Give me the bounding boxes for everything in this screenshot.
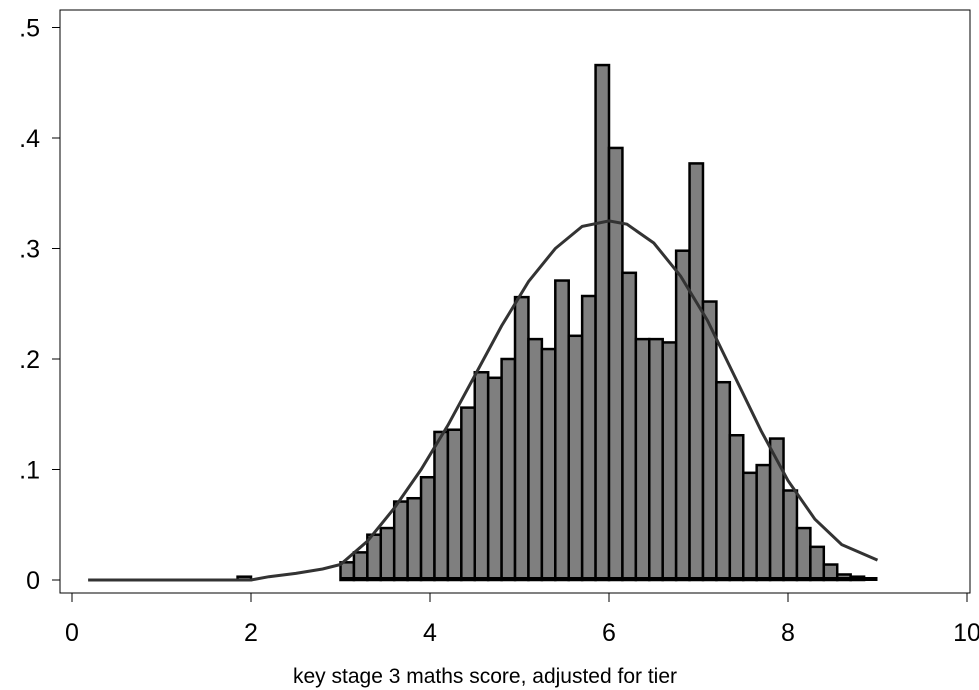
histogram-bar-18 [567,334,584,582]
histogram-bar-16 [540,347,557,582]
x-tick-label-2: 4 [423,619,437,647]
y-tick-label-2: .2 [19,346,40,374]
histogram-bar-9 [446,428,463,582]
histogram-bar-5 [392,500,409,582]
histogram-bar-23 [634,337,651,582]
histogram-bar-32 [755,463,772,582]
x-tick-label-4: 8 [781,619,795,647]
histogram-bars [236,63,866,582]
y-axis: 0 .1 .2 .3 .4 .5 [19,15,60,595]
histogram-bar-24 [648,337,664,582]
histogram-bar-14 [513,295,530,582]
y-tick-label-5: .5 [19,15,40,43]
plot-frame [59,9,971,594]
histogram-bar-27 [688,162,705,582]
histogram-bar-11 [473,371,490,582]
density-curve [88,219,879,582]
histogram-bar-30 [728,433,745,582]
histogram-bar-4 [379,526,396,582]
histogram-bar-22 [621,271,638,582]
histogram-bar-15 [527,337,544,582]
histogram-bar-2 [352,551,369,582]
histogram-bar-6 [406,496,423,582]
histogram-bar-10 [460,406,477,582]
y-tick-label-1: .1 [19,457,40,485]
x-tick-label-3: 6 [602,619,616,647]
histogram-bar-26 [674,249,691,582]
y-tick-label-0: 0 [26,567,40,595]
histogram-bar-13 [500,357,517,582]
x-axis: 0 2 4 6 8 10 [65,593,979,647]
histogram-bar-25 [661,341,678,582]
histogram-bar-20 [594,63,611,582]
histogram-bar-3 [366,533,383,582]
x-tick-label-5: 10 [953,619,979,647]
histogram-bar-21 [607,146,624,582]
histogram-bar-34 [782,489,799,582]
histogram-bar-7 [419,475,436,582]
histogram-bar-19 [580,294,597,582]
x-tick-label-1: 2 [244,619,258,647]
y-tick-label-3: .3 [19,236,40,264]
y-tick-label-4: .4 [19,125,40,153]
histogram-bar-8 [433,430,450,582]
histogram-bar-28 [701,300,718,582]
histogram-bar-12 [486,376,503,582]
x-axis-title: key stage 3 maths score, adjusted for ti… [293,665,677,688]
histogram-bar-36 [809,545,826,582]
histogram-bar-35 [795,526,812,582]
x-tick-label-0: 0 [65,619,79,647]
histogram-bar-29 [715,380,732,582]
histogram-bar-31 [742,471,758,582]
histogram-bar-17 [554,279,570,582]
